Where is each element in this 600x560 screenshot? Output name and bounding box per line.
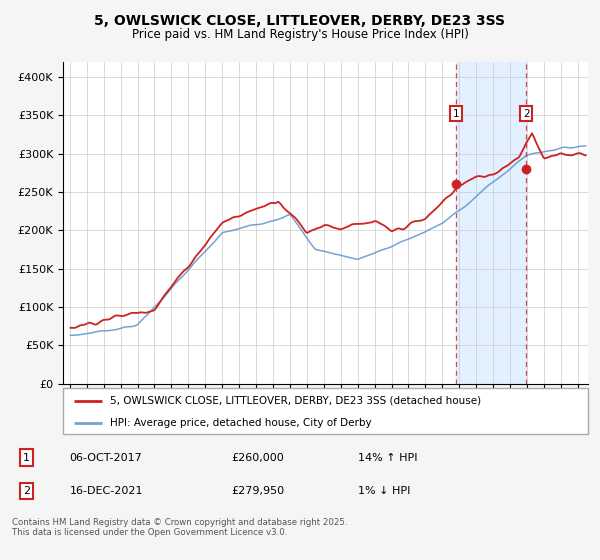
Text: 06-OCT-2017: 06-OCT-2017 — [70, 452, 142, 463]
Text: 14% ↑ HPI: 14% ↑ HPI — [358, 452, 417, 463]
Text: Price paid vs. HM Land Registry's House Price Index (HPI): Price paid vs. HM Land Registry's House … — [131, 28, 469, 41]
Text: Contains HM Land Registry data © Crown copyright and database right 2025.
This d: Contains HM Land Registry data © Crown c… — [12, 518, 347, 538]
Text: 5, OWLSWICK CLOSE, LITTLEOVER, DERBY, DE23 3SS: 5, OWLSWICK CLOSE, LITTLEOVER, DERBY, DE… — [95, 14, 505, 28]
Text: 2: 2 — [523, 109, 530, 119]
Text: 2: 2 — [23, 486, 30, 496]
Text: £260,000: £260,000 — [231, 452, 284, 463]
Text: 5, OWLSWICK CLOSE, LITTLEOVER, DERBY, DE23 3SS (detached house): 5, OWLSWICK CLOSE, LITTLEOVER, DERBY, DE… — [110, 396, 481, 406]
Text: 1: 1 — [23, 452, 30, 463]
Text: 1: 1 — [452, 109, 459, 119]
Text: £279,950: £279,950 — [231, 486, 284, 496]
Text: 16-DEC-2021: 16-DEC-2021 — [70, 486, 143, 496]
Text: HPI: Average price, detached house, City of Derby: HPI: Average price, detached house, City… — [110, 418, 372, 427]
Text: 1% ↓ HPI: 1% ↓ HPI — [358, 486, 410, 496]
